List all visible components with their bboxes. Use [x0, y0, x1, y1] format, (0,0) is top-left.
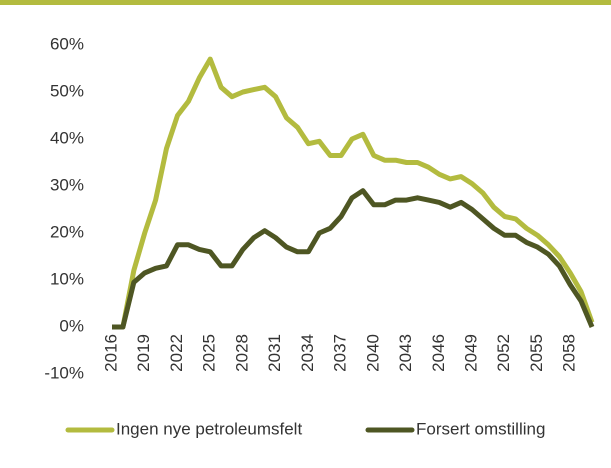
y-tick-label: 10% — [50, 269, 84, 288]
x-tick-label: 2046 — [429, 334, 448, 372]
x-tick-label: 2043 — [396, 334, 415, 372]
x-tick-label: 2040 — [363, 334, 382, 372]
y-tick-label: 50% — [50, 81, 84, 100]
x-tick-label: 2019 — [134, 334, 153, 372]
x-tick-label: 2058 — [560, 334, 579, 372]
x-tick-label: 2055 — [527, 334, 546, 372]
line-series — [112, 56, 595, 330]
legend-label: Ingen nye petroleumsfelt — [116, 419, 302, 438]
y-tick-label: 0% — [59, 316, 84, 335]
x-tick-label: 2028 — [232, 334, 251, 372]
x-tick-label: 2037 — [331, 334, 350, 372]
x-tick-label: 2016 — [101, 334, 120, 372]
top-bar — [0, 0, 611, 5]
x-tick-label: 2052 — [494, 334, 513, 372]
x-tick-label: 2031 — [265, 334, 284, 372]
y-tick-label: 60% — [50, 34, 84, 53]
x-tick-label: 2034 — [298, 334, 317, 372]
x-tick-label: 2025 — [200, 334, 219, 372]
y-tick-label: 20% — [50, 222, 84, 241]
x-tick-label: 2022 — [167, 334, 186, 372]
x-tick-label: 2049 — [461, 334, 480, 372]
legend-label: Forsert omstilling — [416, 419, 545, 438]
y-tick-label: 40% — [50, 128, 84, 147]
y-tick-label: 30% — [50, 175, 84, 194]
y-tick-label: -10% — [44, 363, 84, 382]
line-series — [112, 188, 595, 330]
